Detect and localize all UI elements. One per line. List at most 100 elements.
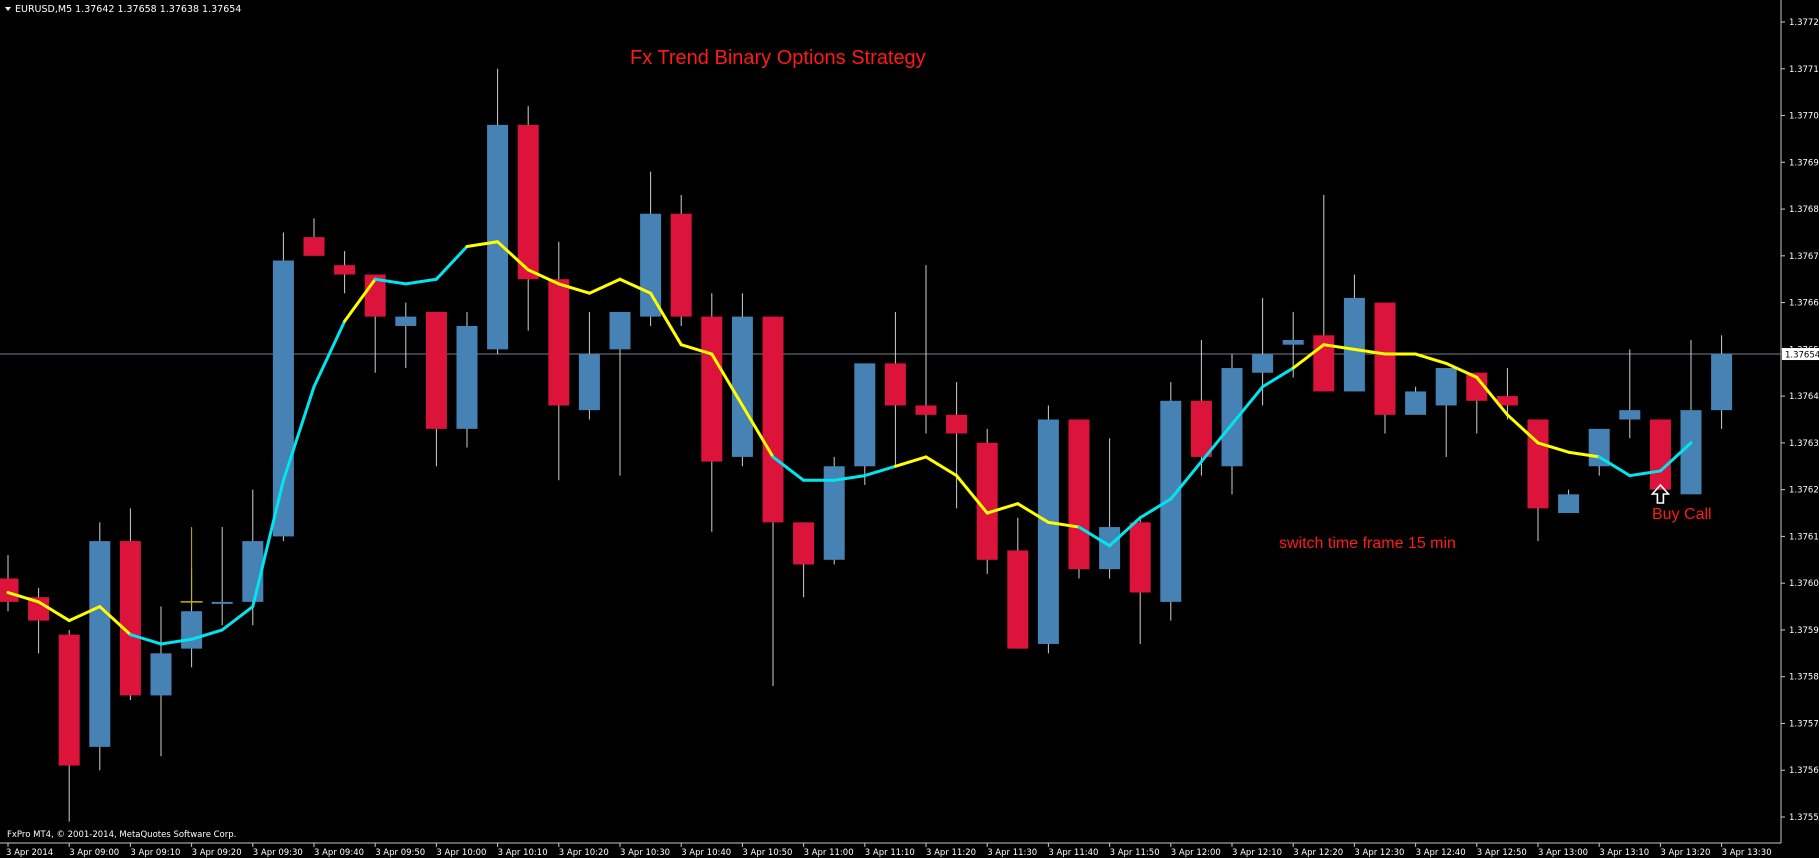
price-tick-label: 1.37695 bbox=[1789, 158, 1819, 168]
bear-candle-body bbox=[1190, 400, 1212, 457]
moving-average-segment bbox=[649, 291, 683, 347]
time-tick-label: 3 Apr 09:30 bbox=[253, 848, 303, 858]
buy-arrow-icon bbox=[1650, 483, 1671, 504]
candle bbox=[731, 293, 753, 467]
candle bbox=[334, 251, 356, 294]
candle bbox=[1711, 335, 1733, 429]
buy-arrow-shape bbox=[1650, 483, 1671, 504]
bull-candle-body bbox=[1099, 527, 1121, 570]
price-tick-label: 1.37615 bbox=[1789, 532, 1819, 542]
moving-average-segment bbox=[1046, 520, 1081, 529]
candle bbox=[1007, 517, 1029, 649]
candle bbox=[670, 195, 692, 326]
bear-candle-body bbox=[701, 316, 723, 462]
price-tick-label: 1.37725 bbox=[1789, 18, 1819, 28]
candle bbox=[1129, 517, 1151, 644]
bear-candle-body bbox=[884, 363, 906, 406]
copyright-footer: FxPro MT4, © 2001-2014, MetaQuotes Softw… bbox=[7, 830, 236, 840]
moving-average-segment bbox=[740, 403, 775, 459]
moving-average-segment bbox=[955, 474, 989, 515]
time-tick-label: 3 Apr 12:00 bbox=[1171, 848, 1221, 858]
time-axis[interactable]: 3 Apr 2014 3 Apr 09:00 3 Apr 09:10 3 Apr 09… bbox=[0, 842, 1781, 858]
moving-average-segment bbox=[1322, 343, 1356, 351]
bull-candle-body bbox=[1711, 354, 1733, 411]
time-tick-label: 3 Apr 2014 bbox=[6, 848, 53, 858]
time-tick-label: 3 Apr 12:40 bbox=[1416, 848, 1466, 858]
strategy-title: Fx Trend Binary Options Strategy bbox=[630, 47, 926, 69]
bull-candle-body bbox=[578, 354, 600, 411]
candle bbox=[272, 232, 294, 542]
time-tick-label: 3 Apr 13:00 bbox=[1538, 848, 1588, 858]
candle bbox=[1190, 340, 1212, 476]
time-tick-label: 3 Apr 10:50 bbox=[742, 848, 792, 858]
candle bbox=[303, 218, 325, 256]
time-tick-label: 3 Apr 12:20 bbox=[1293, 848, 1343, 858]
bull-candle-body bbox=[823, 466, 845, 560]
bull-candle-body bbox=[1405, 391, 1427, 415]
moving-average-segment bbox=[128, 633, 163, 646]
time-tick-label: 3 Apr 10:00 bbox=[436, 848, 486, 858]
time-tick-label: 3 Apr 12:10 bbox=[1232, 848, 1282, 858]
candle bbox=[1405, 386, 1427, 415]
candle bbox=[609, 311, 631, 476]
bear-candle-body bbox=[303, 237, 325, 256]
candle bbox=[0, 555, 19, 612]
candle bbox=[211, 527, 233, 626]
time-tick-label: 3 Apr 11:20 bbox=[926, 848, 976, 858]
bear-candle-body bbox=[946, 414, 968, 434]
bull-candle-body bbox=[1160, 400, 1182, 602]
moving-average-segment bbox=[985, 502, 1020, 515]
price-tick-label: 1.37575 bbox=[1789, 719, 1819, 729]
bull-candle-body bbox=[1435, 368, 1457, 406]
candle bbox=[976, 428, 998, 574]
moving-average-segment bbox=[373, 277, 408, 286]
bull-candle-body bbox=[609, 311, 631, 350]
bull-candle-body bbox=[1221, 368, 1243, 467]
price-tick-label: 1.37665 bbox=[1789, 299, 1819, 309]
bear-candle-body bbox=[517, 124, 539, 280]
bear-candle-body bbox=[548, 279, 570, 406]
moving-average-segment bbox=[1230, 385, 1265, 426]
bull-candle-body bbox=[1037, 419, 1059, 644]
bear-candle-body bbox=[1527, 419, 1549, 509]
candle bbox=[58, 629, 80, 822]
moving-average-segment bbox=[1077, 525, 1112, 548]
bull-candle-body bbox=[211, 601, 233, 604]
bear-candle-body bbox=[425, 311, 447, 429]
bear-candle-body bbox=[793, 522, 815, 565]
candle bbox=[487, 68, 509, 355]
candle bbox=[1496, 368, 1518, 420]
price-axis[interactable]: 1.37725 1.37715 1.37705 1.37695 1.37685 1.376… bbox=[1780, 0, 1819, 843]
bull-candle-body bbox=[854, 363, 876, 467]
bear-candle-body bbox=[670, 213, 692, 317]
candle bbox=[89, 522, 111, 771]
moving-average-segment bbox=[832, 474, 867, 482]
current-price-label: 1.37654 bbox=[1785, 351, 1819, 361]
candle bbox=[915, 265, 937, 434]
time-tick-label: 3 Apr 09:50 bbox=[375, 848, 425, 858]
moving-average-segment bbox=[220, 605, 255, 632]
candle bbox=[1680, 340, 1702, 495]
candle bbox=[1343, 274, 1365, 392]
bear-candle-body bbox=[28, 597, 50, 621]
candle bbox=[854, 363, 876, 485]
candle bbox=[425, 311, 447, 467]
bear-candle-body bbox=[1129, 522, 1151, 593]
price-tick-label: 1.37635 bbox=[1789, 439, 1819, 449]
bear-candle-body bbox=[1496, 396, 1518, 406]
time-tick-label: 3 Apr 13:30 bbox=[1722, 848, 1772, 858]
header-dropdown-icon[interactable] bbox=[5, 7, 11, 11]
moving-average-segment bbox=[6, 591, 41, 604]
candle bbox=[762, 316, 784, 687]
candle bbox=[517, 106, 539, 331]
price-tick-label: 1.37625 bbox=[1789, 486, 1819, 496]
price-tick-label: 1.37605 bbox=[1789, 579, 1819, 589]
moving-average-segment bbox=[924, 455, 959, 478]
time-tick-label: 3 Apr 12:30 bbox=[1354, 848, 1404, 858]
moving-average-segment bbox=[1199, 422, 1234, 464]
candle bbox=[28, 587, 50, 654]
price-tick-label: 1.37705 bbox=[1789, 112, 1819, 122]
bull-candle-body bbox=[1252, 354, 1274, 373]
bull-candle-body bbox=[487, 124, 509, 350]
